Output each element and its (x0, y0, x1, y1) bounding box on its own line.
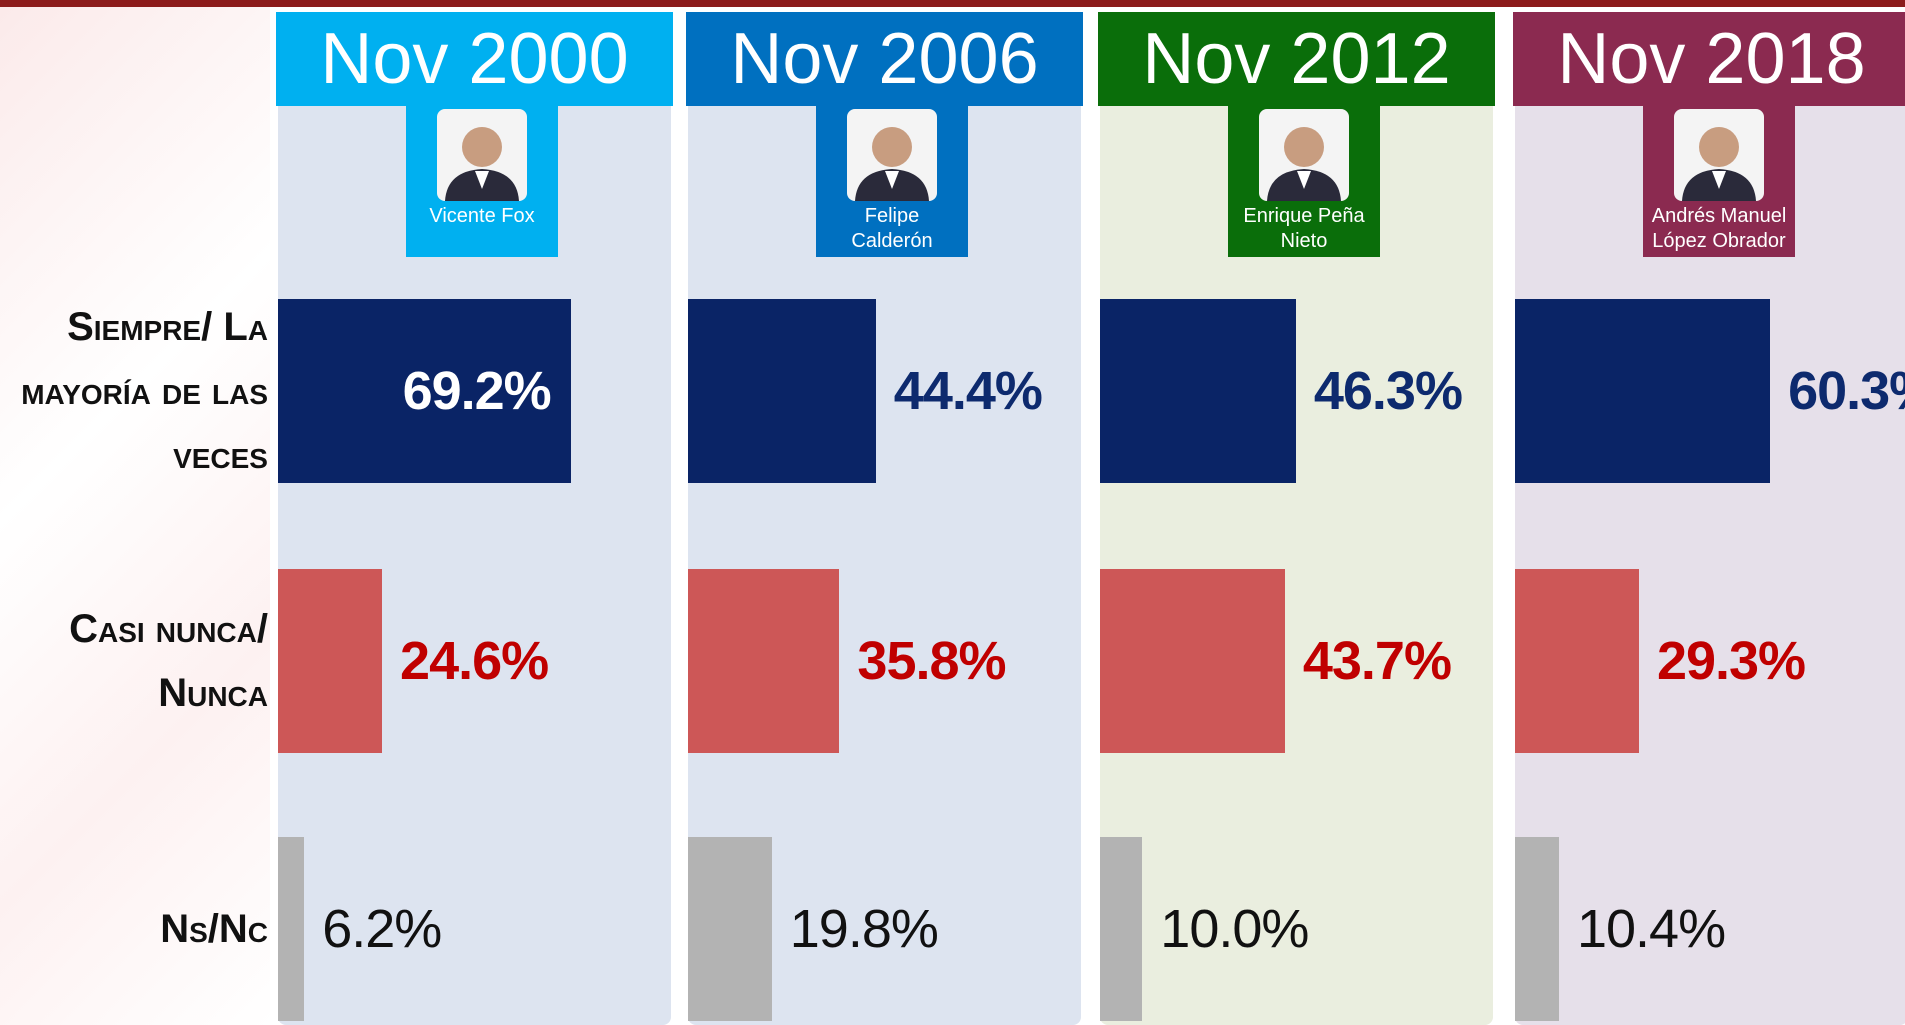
value-label: 69.2% (402, 361, 552, 421)
panel-header: Nov 2018 (1513, 12, 1905, 106)
panel-header: Nov 2006 (686, 12, 1083, 106)
bar (688, 299, 876, 483)
person-photo (437, 109, 527, 201)
panel-header: Nov 2012 (1098, 12, 1495, 106)
bar (1100, 299, 1296, 483)
value-label: 43.7% (1302, 631, 1452, 691)
row-label: Siempre/ La mayoría de las veces (21, 305, 268, 477)
person-box: Vicente Fox (406, 105, 558, 257)
bar (688, 569, 840, 753)
value-label: 60.3% (1788, 361, 1905, 421)
person-box: Andrés Manuel López Obrador (1643, 105, 1795, 257)
panel-header: Nov 2000 (276, 12, 673, 106)
person-name: Andrés Manuel López Obrador (1651, 205, 1787, 252)
photo-icon (445, 127, 519, 201)
bar (1515, 837, 1559, 1021)
value-label: 10.0% (1160, 899, 1309, 959)
person-name: Felipe Calderón (851, 205, 933, 252)
bar (1515, 569, 1639, 753)
value-label: 29.3% (1656, 631, 1806, 691)
bar (1100, 569, 1285, 753)
bar (1100, 837, 1143, 1021)
photo-icon (855, 127, 929, 201)
value-label: 6.2% (322, 899, 442, 959)
person-photo (1674, 109, 1764, 201)
person-name: Vicente Fox (429, 205, 535, 227)
background-decoration (0, 7, 270, 1025)
person-name: Enrique Peña Nieto (1243, 205, 1365, 252)
row-label: Ns/Nc (160, 907, 268, 951)
value-label: 46.3% (1313, 361, 1463, 421)
photo-icon (1682, 127, 1756, 201)
person-box: Enrique Peña Nieto (1228, 105, 1380, 257)
person-photo (1259, 109, 1349, 201)
value-label: 35.8% (857, 631, 1006, 691)
value-label: 24.6% (400, 631, 549, 691)
person-photo (847, 109, 937, 201)
bar (688, 837, 772, 1021)
bar (278, 569, 383, 753)
photo-icon (1267, 127, 1341, 201)
bar (1515, 299, 1771, 483)
value-label: 19.8% (789, 899, 939, 959)
person-box: Felipe Calderón (816, 105, 968, 257)
bar (278, 837, 305, 1021)
bar (278, 299, 571, 483)
value-label: 44.4% (893, 361, 1043, 421)
value-label: 10.4% (1576, 899, 1726, 959)
top-bar (0, 0, 1905, 7)
row-label: Casi nunca/ Nunca (69, 607, 268, 715)
